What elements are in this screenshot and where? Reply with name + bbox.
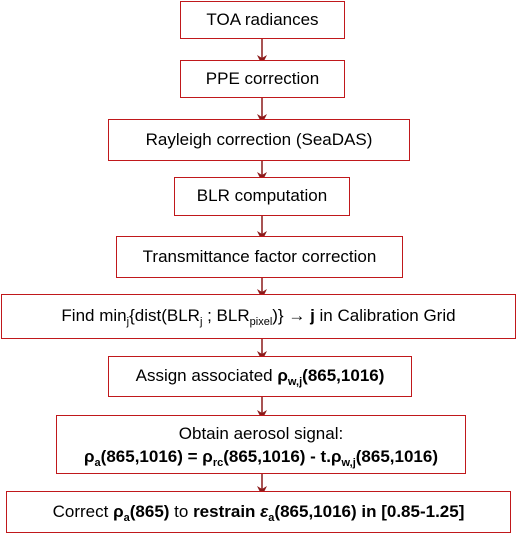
step-assign-rho-w: Assign associated ρw,j(865,1016) — [108, 356, 412, 397]
step-blr-computation: BLR computation — [174, 177, 350, 216]
step-correct-rho-a: Correct ρa(865) to restrain εa(865,1016)… — [6, 491, 511, 533]
step-aerosol-title: Obtain aerosol signal: — [178, 423, 344, 443]
step-assign-text: Assign associated ρw,j(865,1016) — [135, 366, 385, 389]
step-toa-radiances: TOA radiances — [180, 1, 345, 39]
step-blr-label: BLR computation — [196, 186, 328, 206]
step-toa-label: TOA radiances — [206, 9, 319, 29]
step-ppe-correction: PPE correction — [180, 60, 345, 98]
step-rayleigh-label: Rayleigh correction (SeaDAS) — [145, 129, 373, 149]
step-transmittance-correction: Transmittance factor correction — [116, 236, 403, 278]
step-ppe-label: PPE correction — [205, 68, 320, 88]
step-rayleigh-correction: Rayleigh correction (SeaDAS) — [108, 119, 410, 161]
step-obtain-aerosol-signal: Obtain aerosol signal: ρa(865,1016) = ρr… — [56, 415, 466, 474]
step-correct-text: Correct ρa(865) to restrain εa(865,1016)… — [52, 501, 465, 524]
step-aerosol-equation: ρa(865,1016) = ρrc(865,1016) - t.ρw,j(86… — [84, 446, 438, 469]
step-find-min-distance: Find minj{dist(BLRj ; BLRpixel)} → j in … — [1, 294, 516, 339]
step-transmittance-label: Transmittance factor correction — [142, 246, 377, 266]
step-find-text: Find minj{dist(BLRj ; BLRpixel)} → j in … — [61, 306, 456, 329]
